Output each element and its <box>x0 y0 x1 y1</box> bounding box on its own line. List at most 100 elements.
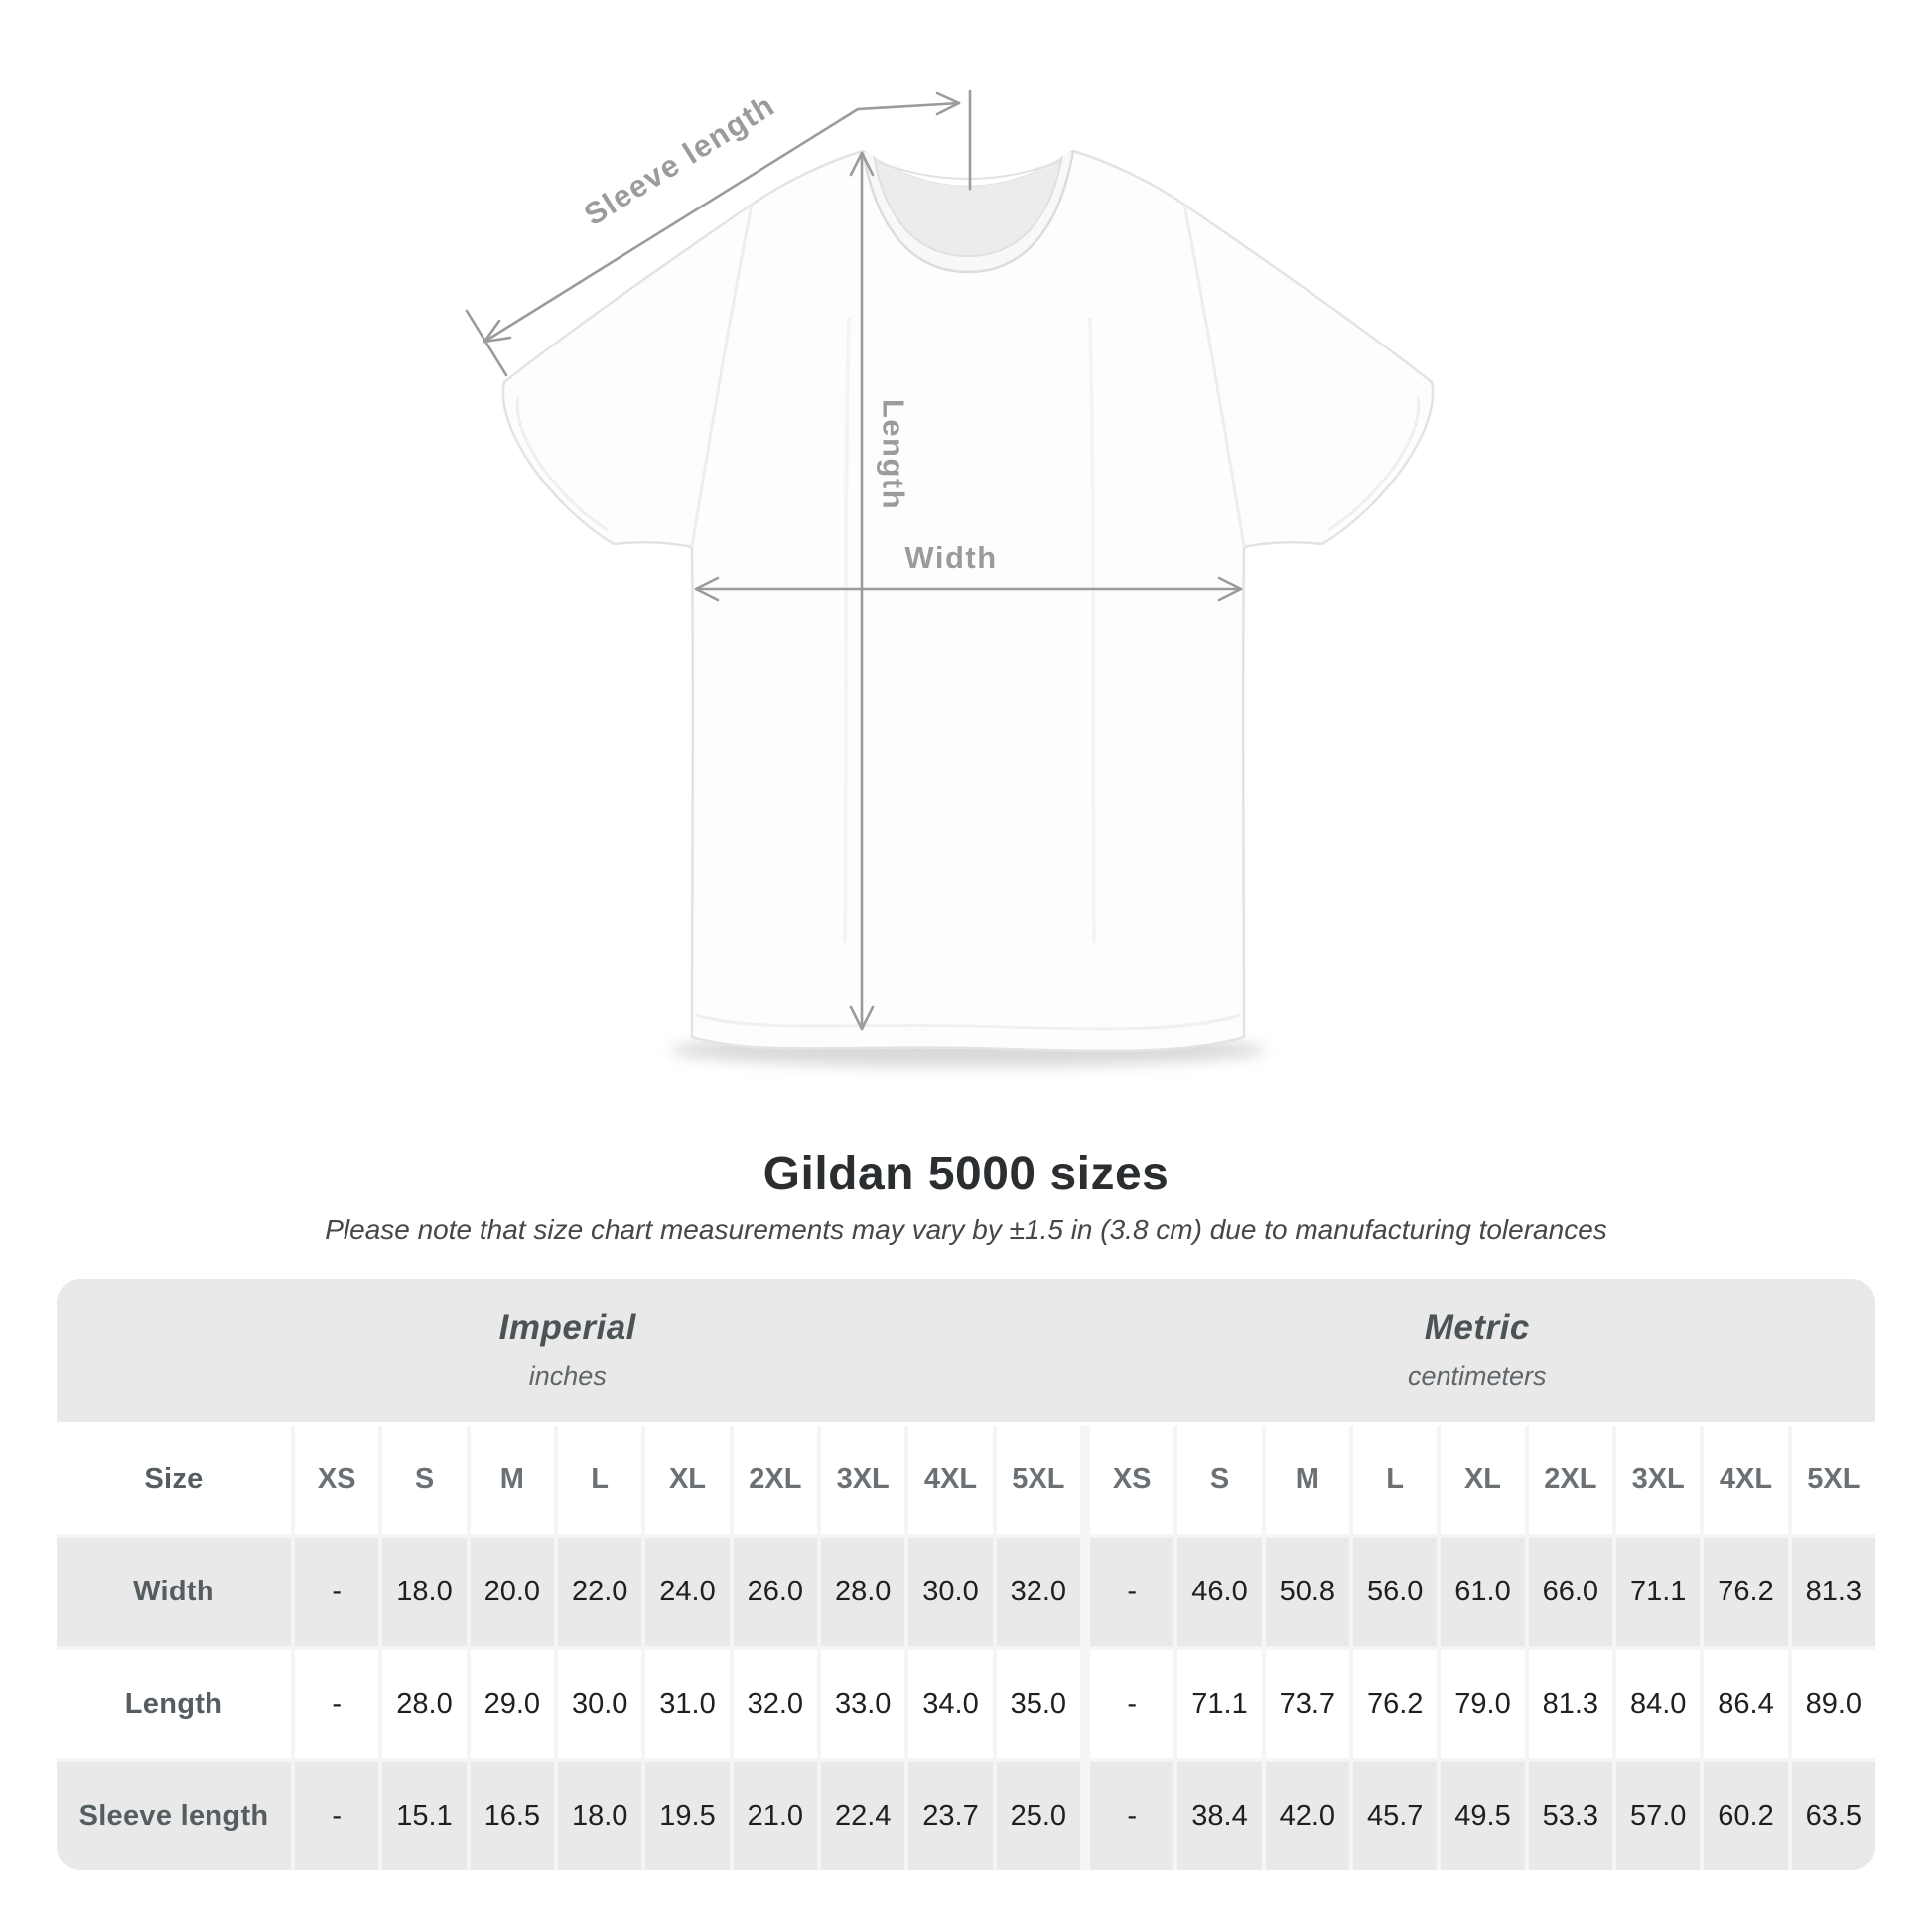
size-column-header: M <box>1265 1426 1349 1534</box>
size-column-header: L <box>558 1426 642 1534</box>
size-value-cell: 20.0 <box>470 1538 554 1646</box>
size-value-cell: 18.0 <box>558 1762 642 1870</box>
size-value-cell: - <box>1090 1650 1174 1758</box>
sleeve-length-arrow <box>483 101 961 344</box>
size-column-header: S <box>382 1426 467 1534</box>
size-value-cell: 73.7 <box>1265 1650 1349 1758</box>
size-value-cell: 46.0 <box>1177 1538 1262 1646</box>
size-value-cell: 63.5 <box>1791 1762 1875 1870</box>
size-value-cell: 30.0 <box>558 1650 642 1758</box>
size-column-header: L <box>1353 1426 1438 1534</box>
size-column-header: 3XL <box>821 1426 905 1534</box>
unit-group-subtitle: centimeters <box>1408 1361 1547 1391</box>
size-value-cell: - <box>1090 1762 1174 1870</box>
size-column-header: XS <box>295 1426 379 1534</box>
sleeve-length-tick-sleeve <box>465 309 508 377</box>
size-value-cell: 53.3 <box>1528 1762 1612 1870</box>
size-column-header: 3XL <box>1616 1426 1701 1534</box>
unit-group-title: Imperial <box>498 1309 636 1347</box>
back-collar-seam <box>865 156 1071 180</box>
width-arrowhead-right <box>1217 576 1243 602</box>
right-armhole-seam <box>1182 204 1246 548</box>
collar-inner-seam <box>873 155 1063 258</box>
size-value-cell: 24.0 <box>645 1538 730 1646</box>
size-value-cell: 22.0 <box>558 1538 642 1646</box>
size-value-cell: 56.0 <box>1353 1538 1438 1646</box>
left-cuff-seam <box>515 396 609 532</box>
size-value-cell: 71.1 <box>1177 1650 1262 1758</box>
size-value-cell: 60.2 <box>1704 1762 1788 1870</box>
size-value-cell: 38.4 <box>1177 1762 1262 1870</box>
row-label: Width <box>57 1538 291 1646</box>
width-label: Width <box>904 540 997 575</box>
size-column-header: XL <box>1441 1426 1525 1534</box>
size-value-cell: 33.0 <box>821 1650 905 1758</box>
size-column-header: 5XL <box>1791 1426 1875 1534</box>
size-value-cell: 18.0 <box>382 1538 467 1646</box>
tshirt-diagram: Sleeve length Length Width <box>465 87 1435 1067</box>
size-value-cell: 86.4 <box>1704 1650 1788 1758</box>
size-column-header: XS <box>1090 1426 1174 1534</box>
size-table: Imperial inches Metric centimeters Size X… <box>57 1279 1875 1870</box>
size-value-cell: 22.4 <box>821 1762 905 1870</box>
right-cuff-seam <box>1327 396 1421 532</box>
size-grid: Size XS S M L XL 2XL 3XL 4XL 5XL XS S M L XL 2XL 3XL 4XL 5… <box>57 1426 1875 1870</box>
neck-opening <box>863 151 1073 256</box>
length-arrowhead-bottom <box>849 1005 875 1031</box>
size-value-cell: 76.2 <box>1353 1650 1438 1758</box>
size-corner-label: Size <box>57 1426 291 1534</box>
size-value-cell: - <box>295 1762 379 1870</box>
heading-block: Gildan 5000 sizes Please note that size … <box>0 1148 1932 1246</box>
size-value-cell: 57.0 <box>1616 1762 1701 1870</box>
size-value-cell: 71.1 <box>1616 1538 1701 1646</box>
size-value-cell: 35.0 <box>996 1650 1080 1758</box>
unit-group-title: Metric <box>1424 1309 1530 1347</box>
size-value-cell: 25.0 <box>996 1762 1080 1870</box>
size-value-cell: - <box>1090 1538 1174 1646</box>
size-column-header: 4XL <box>908 1426 993 1534</box>
sleeve-length-arrowhead-collar <box>935 91 961 116</box>
size-value-cell: 45.7 <box>1353 1762 1438 1870</box>
collar-outer-edge <box>861 150 1075 274</box>
size-column-header: M <box>470 1426 554 1534</box>
size-value-cell: 23.7 <box>908 1762 993 1870</box>
length-label: Length <box>877 399 911 510</box>
left-armhole-seam <box>690 204 754 548</box>
row-label: Sleeve length <box>57 1762 291 1870</box>
unit-group-subtitle: inches <box>528 1361 607 1391</box>
column-group-divider <box>1084 1538 1086 1646</box>
collar-band <box>863 151 1073 272</box>
size-value-cell: 42.0 <box>1265 1762 1349 1870</box>
size-value-cell: 50.8 <box>1265 1538 1349 1646</box>
size-value-cell: - <box>295 1650 379 1758</box>
size-value-cell: 32.0 <box>996 1538 1080 1646</box>
column-group-divider <box>1084 1650 1086 1758</box>
size-value-cell: 61.0 <box>1441 1538 1525 1646</box>
fabric-fold-left <box>843 317 851 944</box>
unit-group-imperial: Imperial inches <box>57 1279 1079 1422</box>
size-value-cell: 28.0 <box>821 1538 905 1646</box>
size-value-cell: 32.0 <box>733 1650 817 1758</box>
size-value-cell: 79.0 <box>1441 1650 1525 1758</box>
size-column-header: S <box>1177 1426 1262 1534</box>
size-value-cell: 81.3 <box>1528 1650 1612 1758</box>
size-value-cell: - <box>295 1538 379 1646</box>
size-value-cell: 16.5 <box>470 1762 554 1870</box>
unit-group-metric: Metric centimeters <box>1079 1279 1875 1422</box>
size-value-cell: 89.0 <box>1791 1650 1875 1758</box>
size-value-cell: 81.3 <box>1791 1538 1875 1646</box>
fabric-fold-right <box>1088 317 1096 944</box>
size-value-cell: 28.0 <box>382 1650 467 1758</box>
size-value-cell: 76.2 <box>1704 1538 1788 1646</box>
size-value-cell: 15.1 <box>382 1762 467 1870</box>
size-column-header: 4XL <box>1704 1426 1788 1534</box>
size-value-cell: 34.0 <box>908 1650 993 1758</box>
unit-band: Imperial inches Metric centimeters <box>57 1279 1875 1422</box>
size-column-header: 2XL <box>1528 1426 1612 1534</box>
tolerance-note: Please note that size chart measurements… <box>325 1214 1607 1246</box>
width-arrowhead-left <box>694 576 720 602</box>
size-column-header: XL <box>645 1426 730 1534</box>
page-title: Gildan 5000 sizes <box>762 1148 1170 1200</box>
size-value-cell: 49.5 <box>1441 1762 1525 1870</box>
